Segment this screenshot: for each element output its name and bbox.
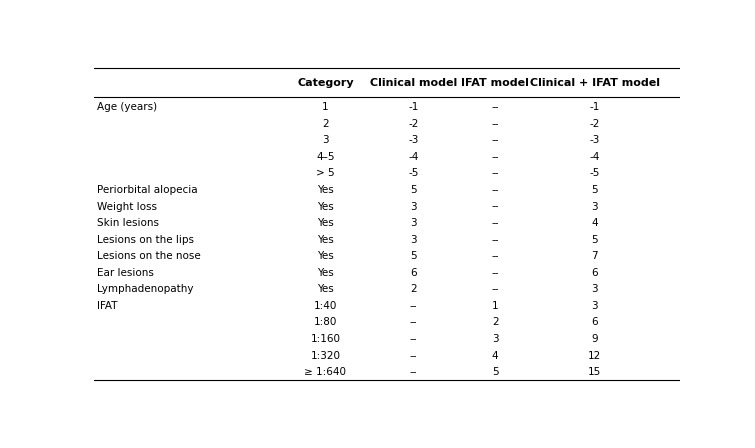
Text: --: -- bbox=[409, 301, 417, 311]
Text: 3: 3 bbox=[410, 202, 417, 211]
Text: -2: -2 bbox=[408, 119, 418, 129]
Text: --: -- bbox=[492, 235, 499, 245]
Text: Ear lesions: Ear lesions bbox=[97, 268, 154, 278]
Text: Clinical model: Clinical model bbox=[370, 78, 457, 88]
Text: --: -- bbox=[492, 251, 499, 261]
Text: -4: -4 bbox=[408, 152, 418, 162]
Text: --: -- bbox=[409, 318, 417, 327]
Text: 1:80: 1:80 bbox=[314, 318, 337, 327]
Text: 7: 7 bbox=[591, 251, 598, 261]
Text: 12: 12 bbox=[588, 351, 601, 361]
Text: Skin lesions: Skin lesions bbox=[97, 218, 159, 228]
Text: --: -- bbox=[492, 152, 499, 162]
Text: ≥ 1:640: ≥ 1:640 bbox=[304, 367, 347, 377]
Text: 6: 6 bbox=[591, 318, 598, 327]
Text: Yes: Yes bbox=[317, 185, 334, 195]
Text: 3: 3 bbox=[591, 202, 598, 211]
Text: --: -- bbox=[409, 351, 417, 361]
Text: -3: -3 bbox=[408, 135, 418, 145]
Text: --: -- bbox=[409, 334, 417, 344]
Text: 6: 6 bbox=[410, 268, 417, 278]
Text: Clinical + IFAT model: Clinical + IFAT model bbox=[530, 78, 660, 88]
Text: --: -- bbox=[492, 168, 499, 178]
Text: Category: Category bbox=[297, 78, 354, 88]
Text: 1:40: 1:40 bbox=[314, 301, 337, 311]
Text: Yes: Yes bbox=[317, 251, 334, 261]
Text: 3: 3 bbox=[410, 235, 417, 245]
Text: --: -- bbox=[492, 218, 499, 228]
Text: 5: 5 bbox=[410, 251, 417, 261]
Text: Weight loss: Weight loss bbox=[97, 202, 157, 211]
Text: --: -- bbox=[492, 135, 499, 145]
Text: 3: 3 bbox=[591, 301, 598, 311]
Text: 2: 2 bbox=[322, 119, 329, 129]
Text: Lesions on the nose: Lesions on the nose bbox=[97, 251, 201, 261]
Text: --: -- bbox=[492, 119, 499, 129]
Text: 4: 4 bbox=[492, 351, 498, 361]
Text: -2: -2 bbox=[590, 119, 599, 129]
Text: Yes: Yes bbox=[317, 202, 334, 211]
Text: 5: 5 bbox=[492, 367, 498, 377]
Text: 2: 2 bbox=[410, 284, 417, 294]
Text: -1: -1 bbox=[408, 102, 418, 112]
Text: 5: 5 bbox=[591, 235, 598, 245]
Text: 2: 2 bbox=[492, 318, 498, 327]
Text: -5: -5 bbox=[408, 168, 418, 178]
Text: Lymphadenopathy: Lymphadenopathy bbox=[97, 284, 194, 294]
Text: 1: 1 bbox=[492, 301, 498, 311]
Text: --: -- bbox=[492, 202, 499, 211]
Text: Yes: Yes bbox=[317, 284, 334, 294]
Text: --: -- bbox=[492, 102, 499, 112]
Text: 4–5: 4–5 bbox=[316, 152, 334, 162]
Text: 3: 3 bbox=[410, 218, 417, 228]
Text: --: -- bbox=[492, 268, 499, 278]
Text: -4: -4 bbox=[590, 152, 599, 162]
Text: --: -- bbox=[492, 185, 499, 195]
Text: -3: -3 bbox=[590, 135, 599, 145]
Text: 1:320: 1:320 bbox=[310, 351, 341, 361]
Text: 4: 4 bbox=[591, 218, 598, 228]
Text: Yes: Yes bbox=[317, 268, 334, 278]
Text: -1: -1 bbox=[590, 102, 599, 112]
Text: 3: 3 bbox=[322, 135, 329, 145]
Text: 9: 9 bbox=[591, 334, 598, 344]
Text: 15: 15 bbox=[588, 367, 601, 377]
Text: 1: 1 bbox=[322, 102, 329, 112]
Text: 5: 5 bbox=[591, 185, 598, 195]
Text: 5: 5 bbox=[410, 185, 417, 195]
Text: > 5: > 5 bbox=[316, 168, 334, 178]
Text: Periorbital alopecia: Periorbital alopecia bbox=[97, 185, 198, 195]
Text: Lesions on the lips: Lesions on the lips bbox=[97, 235, 194, 245]
Text: 1:160: 1:160 bbox=[310, 334, 341, 344]
Text: --: -- bbox=[409, 367, 417, 377]
Text: -5: -5 bbox=[590, 168, 599, 178]
Text: IFAT: IFAT bbox=[97, 301, 118, 311]
Text: 3: 3 bbox=[492, 334, 498, 344]
Text: Yes: Yes bbox=[317, 218, 334, 228]
Text: 3: 3 bbox=[591, 284, 598, 294]
Text: Yes: Yes bbox=[317, 235, 334, 245]
Text: IFAT model: IFAT model bbox=[461, 78, 529, 88]
Text: Age (years): Age (years) bbox=[97, 102, 158, 112]
Text: --: -- bbox=[492, 284, 499, 294]
Text: 6: 6 bbox=[591, 268, 598, 278]
